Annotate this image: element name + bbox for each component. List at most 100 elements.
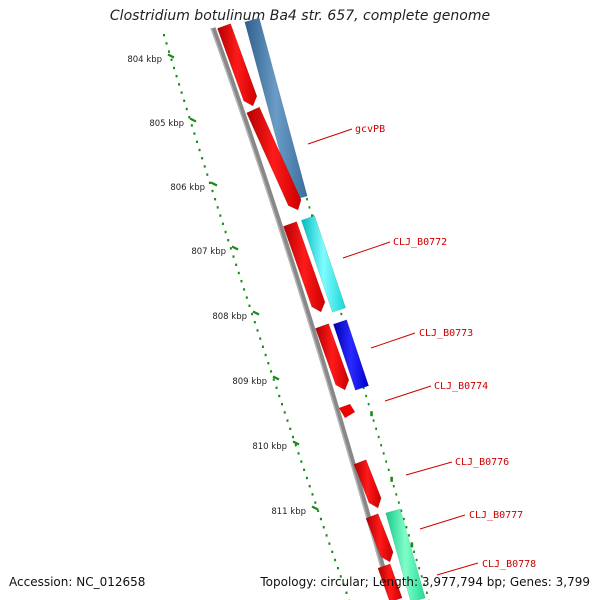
gene-callout-line <box>307 128 353 145</box>
gc-dot <box>289 427 292 430</box>
strand-dot <box>397 501 400 504</box>
gc-dot <box>201 157 204 160</box>
gc-dot <box>278 394 281 398</box>
gc-dot <box>173 66 176 70</box>
strand-dot <box>380 444 383 447</box>
strand-dot <box>362 386 365 389</box>
gc-dot <box>235 263 238 266</box>
strand-dot <box>418 567 421 570</box>
backbone-line <box>210 27 395 600</box>
gc-dot <box>322 526 325 529</box>
cds-arrow <box>283 221 326 313</box>
ruler-label: 807 kbp <box>191 247 226 257</box>
gc-dot <box>275 386 278 389</box>
gene-callout-line <box>419 514 466 530</box>
ruler-label: 806 kbp <box>170 183 205 193</box>
strand-dot <box>405 526 408 529</box>
strand-dot <box>408 534 410 537</box>
ruler-major-tick <box>272 375 280 381</box>
green-feature <box>385 508 426 600</box>
gc-dot <box>280 403 283 406</box>
gc-dot <box>180 91 183 94</box>
gc-dot <box>203 165 206 168</box>
gc-dot <box>294 444 297 447</box>
strand-dot <box>420 575 423 578</box>
ruler-major-tick <box>189 117 197 123</box>
strand-dot <box>425 591 428 594</box>
gc-dot <box>339 575 342 578</box>
gc-dot <box>229 247 232 250</box>
ruler-label: 804 kbp <box>127 55 162 65</box>
strand-dot <box>372 419 375 422</box>
strand-dot <box>415 558 418 562</box>
backbone-highlight <box>210 27 391 600</box>
gene-label: CLJ_B0776 <box>455 457 509 468</box>
genome-summary-text: Topology: circular; Length: 3,977,794 bp… <box>260 575 590 589</box>
cds-arrow <box>353 459 382 509</box>
kbp-ruler: 804 kbp 805 kbp 806 kbp 807 kbp 808 kbp 809 k… <box>127 53 319 517</box>
gc-dot <box>317 509 320 512</box>
gc-dot <box>245 296 248 299</box>
strand-dot <box>367 403 370 406</box>
gc-dot <box>170 58 173 61</box>
cds-arrow <box>365 513 394 563</box>
cds-arrow <box>246 106 302 211</box>
strand-dot <box>306 198 308 201</box>
gene-label: gcvPB <box>355 124 385 135</box>
strand-dot <box>382 452 385 455</box>
gc-dot <box>267 362 270 365</box>
gc-dot <box>198 148 201 152</box>
gc-dot <box>227 239 230 242</box>
gc-dot <box>163 34 165 37</box>
cds-arrow <box>377 563 403 600</box>
gc-dot <box>185 107 188 111</box>
gene-callout-line <box>405 461 453 476</box>
gc-dot <box>334 558 337 562</box>
gene-label: CLJ_B0773 <box>419 328 473 339</box>
gc-dot <box>319 517 322 521</box>
blue-feature <box>332 319 370 391</box>
gc-dot <box>206 173 209 176</box>
gc-dot <box>232 255 235 258</box>
strand-dot <box>340 312 343 316</box>
gc-dot <box>188 116 191 119</box>
gc-dot <box>292 435 295 439</box>
ruler-label: 805 kbp <box>149 119 184 129</box>
gc-dot <box>211 189 214 193</box>
gc-dot <box>272 378 275 381</box>
gc-dot <box>311 493 314 496</box>
ruler-major-tick <box>231 245 239 251</box>
cds-arrow <box>315 323 350 391</box>
gene-label: CLJ_B0777 <box>469 510 523 521</box>
gc-dot <box>259 337 262 340</box>
ruler-label: 811 kbp <box>271 507 306 517</box>
gc-dot <box>219 214 222 217</box>
gc-dot <box>221 222 224 225</box>
ruler-major-tick <box>167 53 175 59</box>
gene-callout-line <box>436 562 479 576</box>
gc-dot <box>193 132 196 135</box>
gc-dot <box>325 534 328 537</box>
gc-dot <box>270 370 273 373</box>
gene-label: CLJ_B0772 <box>393 237 447 248</box>
gc-dot <box>251 312 254 316</box>
gc-dot <box>243 288 246 291</box>
strand-dot <box>400 509 403 512</box>
gc-dot <box>183 99 186 102</box>
strand-dot <box>423 583 426 586</box>
gc-dot <box>175 75 178 78</box>
gc-dot <box>195 140 198 143</box>
ruler-major-tick <box>292 440 300 446</box>
gene-callout-line <box>342 241 391 259</box>
gc-dot <box>314 501 317 504</box>
ruler-major-tick <box>252 310 260 316</box>
gene-label: CLJ_B0774 <box>434 381 488 392</box>
strand-dot <box>375 427 378 430</box>
gene-callout-line <box>384 385 432 402</box>
ruler-label: 808 kbp <box>212 312 247 322</box>
cds-arrow <box>217 23 258 107</box>
gc-dot <box>165 42 168 45</box>
ruler-label: 810 kbp <box>252 442 287 452</box>
strand-dot <box>395 493 398 496</box>
